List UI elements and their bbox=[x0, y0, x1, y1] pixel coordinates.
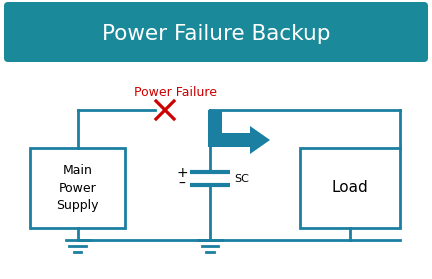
FancyBboxPatch shape bbox=[300, 148, 400, 228]
FancyBboxPatch shape bbox=[30, 148, 125, 228]
Text: Power Failure: Power Failure bbox=[133, 85, 216, 98]
Text: +: + bbox=[176, 166, 188, 180]
Text: –: – bbox=[178, 177, 185, 191]
Text: Load: Load bbox=[332, 181, 368, 196]
Text: Main
Power
Supply: Main Power Supply bbox=[56, 163, 99, 213]
FancyBboxPatch shape bbox=[4, 2, 428, 62]
Text: Power Failure Backup: Power Failure Backup bbox=[102, 24, 330, 44]
Text: SC: SC bbox=[235, 174, 249, 184]
Polygon shape bbox=[208, 110, 270, 154]
